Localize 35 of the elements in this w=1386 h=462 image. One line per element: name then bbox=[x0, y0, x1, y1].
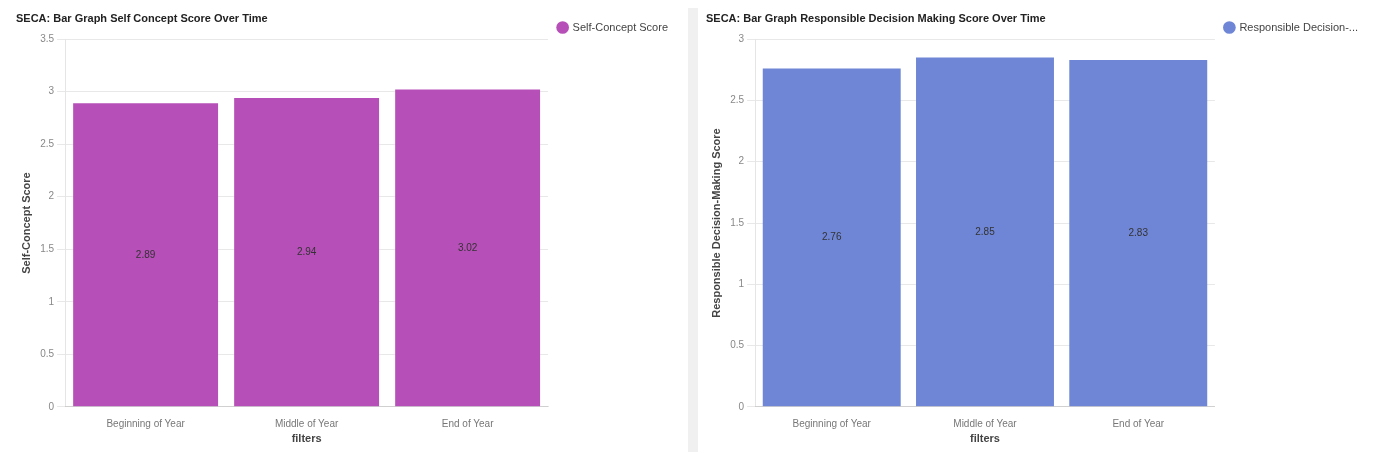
y-tick-label: 3.5 bbox=[40, 32, 55, 44]
y-tick-label: 2 bbox=[48, 190, 55, 202]
x-tick-label: End of Year bbox=[1112, 417, 1165, 429]
x-tick-label: End of Year bbox=[441, 417, 495, 429]
data-label: 2.76 bbox=[822, 231, 842, 243]
legend-label: Responsible Decision-... bbox=[1239, 20, 1359, 33]
legend-label: Self-Concept Score bbox=[572, 20, 669, 33]
x-tick-label: Beginning of Year bbox=[792, 417, 872, 429]
y-axis-title: Self-Concept Score bbox=[19, 172, 32, 274]
y-tick-label: 1.5 bbox=[40, 243, 55, 255]
y-tick-label: 3 bbox=[48, 85, 55, 97]
x-axis-title: filters bbox=[970, 432, 1000, 445]
y-axis-title: Responsible Decision-Making Score bbox=[709, 128, 722, 318]
y-tick-label: 2.5 bbox=[730, 94, 745, 106]
y-tick-label: 0.5 bbox=[730, 339, 745, 351]
data-label: 2.85 bbox=[975, 225, 996, 237]
y-tick-label: 2 bbox=[738, 155, 745, 167]
x-tick-label: Middle of Year bbox=[274, 417, 339, 429]
y-tick-label: 2.5 bbox=[40, 137, 55, 149]
chart-title: SECA: Bar Graph Responsible Decision Making Score Over Time bbox=[706, 11, 1046, 24]
data-label: 3.02 bbox=[457, 241, 478, 253]
y-tick-label: 1.5 bbox=[730, 216, 745, 228]
y-tick-label: 0 bbox=[48, 400, 55, 412]
y-tick-label: 1 bbox=[48, 295, 55, 307]
x-axis-title: filters bbox=[291, 432, 322, 445]
y-tick-label: 0 bbox=[738, 400, 745, 412]
y-tick-label: 3 bbox=[738, 32, 745, 44]
x-tick-label: Beginning of Year bbox=[106, 417, 186, 429]
data-label: 2.89 bbox=[135, 248, 156, 260]
y-tick-label: 1 bbox=[738, 278, 745, 290]
chart-title: SECA: Bar Graph Self Concept Score Over Time bbox=[16, 11, 268, 24]
data-label: 2.83 bbox=[1128, 226, 1149, 238]
y-tick-label: 0.5 bbox=[40, 348, 55, 360]
x-tick-label: Middle of Year bbox=[953, 417, 1018, 429]
data-label: 2.94 bbox=[296, 245, 317, 257]
